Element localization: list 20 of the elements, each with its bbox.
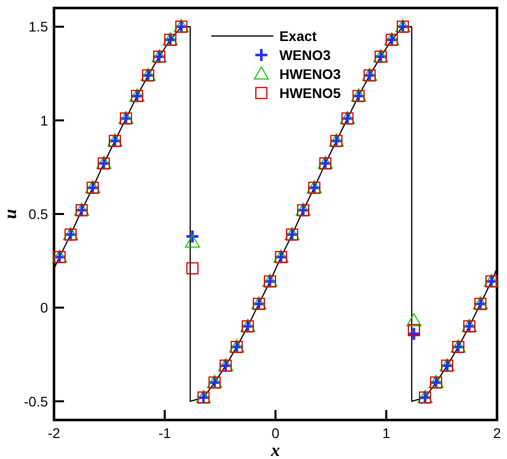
legend-label: WENO3 xyxy=(279,47,331,63)
y-tick-label: 0.5 xyxy=(28,206,48,222)
x-tick-label: -2 xyxy=(48,425,60,441)
y-tick-label: 0 xyxy=(40,300,48,316)
y-tick-label: -0.5 xyxy=(24,393,48,410)
y-tick-label: 1 xyxy=(40,112,48,128)
legend-label: HWENO5 xyxy=(279,85,341,101)
x-tick-label: 1 xyxy=(382,425,390,441)
x-tick-label: -1 xyxy=(158,425,172,441)
x-tick-label: 2 xyxy=(493,425,502,441)
x-tick-label: 0 xyxy=(272,425,280,441)
x-axis-title: x xyxy=(270,440,280,459)
point xyxy=(186,262,199,274)
legend-label: HWENO3 xyxy=(279,66,341,82)
y-axis-title: u xyxy=(0,208,20,220)
point xyxy=(406,313,422,326)
y-tick-label: 1.5 xyxy=(28,18,48,35)
legend-label: Exact xyxy=(279,28,318,44)
point xyxy=(408,324,420,336)
point xyxy=(184,234,200,248)
